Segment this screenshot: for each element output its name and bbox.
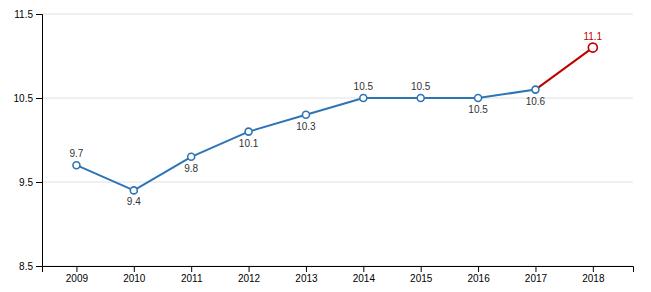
y-axis: 8.5 9.5 10.5 11.5 xyxy=(14,9,43,272)
point xyxy=(360,95,367,102)
point xyxy=(532,86,539,93)
line-segment xyxy=(76,165,133,190)
tick-label: 2014 xyxy=(353,273,376,284)
tick-mark xyxy=(134,266,135,272)
tick-label: 10.5 xyxy=(14,93,34,104)
tick-mark xyxy=(593,266,594,272)
tick: 2017 xyxy=(525,266,548,284)
line-segment xyxy=(306,98,363,115)
tick-label: 2018 xyxy=(582,273,605,284)
tick: 9.5 xyxy=(19,177,42,188)
grid-line xyxy=(42,14,633,15)
data-labels: 9.7 9.4 9.8 10.1 10.3 10.5 10.5 10.5 10.6 11.1 xyxy=(69,31,602,208)
axis-line xyxy=(43,267,634,273)
tick: 11.5 xyxy=(14,9,42,20)
line-segment xyxy=(535,48,592,90)
tick-mark xyxy=(535,266,536,272)
point xyxy=(588,43,597,52)
tick-label: 2009 xyxy=(66,273,89,284)
tick: 2016 xyxy=(467,266,490,284)
line-segment xyxy=(134,157,191,191)
tick-label: 2017 xyxy=(525,273,548,284)
tick-mark xyxy=(36,182,42,183)
tick-mark xyxy=(249,266,250,272)
point xyxy=(130,187,137,194)
line-segment xyxy=(363,97,420,99)
plot: 2009 2010 2011 2012 2013 2014 2015 2016 2017 2018… xyxy=(14,9,634,284)
tick-mark xyxy=(36,14,42,15)
tick-mark xyxy=(478,266,479,272)
point xyxy=(302,111,309,118)
tick-label: 2013 xyxy=(295,273,318,284)
data-label: 10.5 xyxy=(354,81,374,92)
point xyxy=(245,128,252,135)
axis-line xyxy=(36,15,43,267)
tick: 10.5 xyxy=(14,93,42,104)
grid-line xyxy=(42,182,633,183)
data-label: 10.6 xyxy=(526,96,546,107)
point xyxy=(475,95,482,102)
tick-label: 2010 xyxy=(123,273,146,284)
grid xyxy=(42,14,633,266)
tick: 2018 xyxy=(582,266,605,284)
tick-label: 8.5 xyxy=(19,261,33,272)
tick-mark xyxy=(191,266,192,272)
x-axis: 2009 2010 2011 2012 2013 2014 2015 2016 2017 2018 xyxy=(43,266,634,284)
tick: 2009 xyxy=(66,266,89,284)
tick: 2015 xyxy=(410,266,433,284)
tick-label: 2015 xyxy=(410,273,433,284)
tick: 2013 xyxy=(295,266,318,284)
tick-mark xyxy=(36,98,42,99)
chart: 2009 2010 2011 2012 2013 2014 2015 2016 2017 2018… xyxy=(0,0,651,292)
data-label: 9.4 xyxy=(127,196,141,207)
tick: 2010 xyxy=(123,266,146,284)
line-segment xyxy=(421,97,478,99)
tick-label: 11.5 xyxy=(14,9,33,20)
data-label: 10.3 xyxy=(296,121,316,132)
tick-mark xyxy=(363,266,364,272)
data-label: 10.5 xyxy=(411,81,431,92)
point xyxy=(73,162,80,169)
tick-label: 2012 xyxy=(238,273,261,284)
tick-mark xyxy=(306,266,307,272)
data-label: 9.8 xyxy=(184,163,198,174)
tick-label: 2011 xyxy=(181,273,203,284)
data-label: 9.7 xyxy=(69,148,83,159)
marks xyxy=(73,43,597,194)
point xyxy=(417,95,424,102)
tick: 2012 xyxy=(238,266,261,284)
tick: 2011 xyxy=(181,266,203,284)
point xyxy=(188,153,195,160)
tick: 2014 xyxy=(353,266,376,284)
data-label: 11.1 xyxy=(583,31,602,42)
data-label: 10.1 xyxy=(239,138,259,149)
tick-mark xyxy=(421,266,422,272)
tick-label: 9.5 xyxy=(19,177,33,188)
data-label: 10.5 xyxy=(468,104,488,115)
tick-mark xyxy=(76,266,77,272)
tick-mark xyxy=(36,266,42,267)
tick: 8.5 xyxy=(19,261,42,272)
tick-label: 2016 xyxy=(467,273,490,284)
